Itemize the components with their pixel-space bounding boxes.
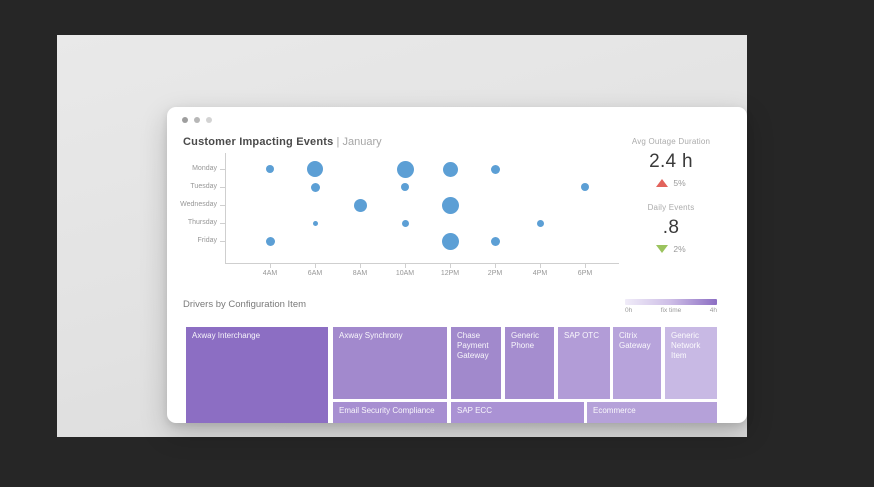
treemap-cell-label: Chase Payment Gateway [457, 331, 489, 360]
x-axis-label: 4AM [262, 270, 278, 277]
bubble[interactable] [490, 236, 500, 246]
bubble[interactable] [353, 198, 367, 212]
treemap: Axway Interchange Axway Synchrony Chase Pa… [167, 107, 747, 423]
title-subtitle: January [342, 136, 382, 148]
y-axis-label: Friday [197, 237, 217, 244]
treemap-cell[interactable]: Axway Interchange [186, 327, 328, 423]
x-axis-label: 6PM [577, 270, 593, 277]
treemap-cell-label: Generic Network Item [671, 331, 701, 360]
bubble[interactable] [442, 161, 458, 177]
title-main: Customer Impacting Events [183, 136, 334, 148]
bubble[interactable] [307, 161, 323, 177]
kpi-value: 2.4 h [649, 151, 693, 172]
treemap-cell-label: Ecommerce [593, 406, 636, 415]
legend-mid-label: fix time [660, 307, 682, 314]
fix-time-legend: 0h fix time 4h [625, 299, 717, 314]
y-axis-tick [220, 169, 225, 170]
x-axis-tick [270, 264, 271, 268]
bubble[interactable] [581, 183, 589, 191]
y-axis-tick [220, 187, 225, 188]
x-axis-label: 8AM [352, 270, 368, 277]
up-triangle-icon [656, 179, 669, 187]
bubble[interactable] [401, 219, 409, 227]
y-axis-line [225, 153, 226, 263]
x-axis-tick [540, 264, 541, 268]
treemap-cell-label: SAP OTC [564, 331, 599, 340]
x-axis-label: 6AM [307, 270, 323, 277]
treemap-cell-label: Email Security Compliance [339, 406, 435, 415]
treemap-cell-label: Axway Synchrony [339, 331, 403, 340]
treemap-section-title: Drivers by Configuration Item [183, 299, 307, 310]
bubble[interactable] [266, 165, 274, 173]
bubble[interactable] [310, 182, 320, 192]
x-axis-label: 10AM [395, 270, 415, 277]
bubble[interactable] [396, 160, 414, 178]
x-axis-tick [495, 264, 496, 268]
x-axis-label: 4PM [532, 270, 548, 277]
kpi-delta-value: 5% [673, 178, 686, 188]
treemap-cell[interactable]: Axway Synchrony [333, 327, 447, 399]
bubble[interactable] [265, 236, 275, 246]
bubble-chart: Monday Tuesday Wednesday Thursday Friday 4AM 6… [167, 107, 627, 287]
bubble[interactable] [490, 164, 500, 174]
kpi-daily-events: Daily Events .8 2% [607, 203, 735, 254]
x-axis-line [225, 263, 619, 264]
legend-labels: 0h fix time 4h [625, 307, 717, 314]
treemap-cell-label: Generic Phone [511, 331, 540, 350]
treemap-cell-label: SAP ECC [457, 406, 492, 415]
treemap-cell[interactable]: Generic Phone [505, 327, 554, 399]
y-axis-tick [220, 223, 225, 224]
treemap-cell-label: Axway Interchange [192, 331, 261, 340]
treemap-cell[interactable]: Citrix Gateway [613, 327, 661, 399]
window-dot-1-icon [182, 117, 188, 123]
bubble[interactable] [441, 232, 459, 250]
treemap-cell[interactable]: Ecommerce [587, 402, 717, 423]
legend-max-label: 4h [709, 307, 717, 314]
x-axis-label: 12PM [440, 270, 460, 277]
down-triangle-icon [656, 245, 669, 253]
y-axis-label: Monday [192, 165, 217, 172]
y-axis-label: Wednesday [180, 201, 217, 208]
y-axis-tick [220, 241, 225, 242]
treemap-cell[interactable]: Email Security Compliance [333, 402, 447, 423]
bubble[interactable] [536, 219, 544, 227]
y-axis-label: Thursday [187, 219, 217, 226]
title-separator: | [336, 136, 340, 148]
kpi-label: Daily Events [647, 203, 695, 212]
treemap-cell[interactable]: SAP ECC [451, 402, 584, 423]
x-axis-tick [405, 264, 406, 268]
treemap-cell[interactable]: Chase Payment Gateway [451, 327, 501, 399]
bubble[interactable] [441, 196, 459, 214]
kpi-delta-value: 2% [673, 244, 686, 254]
y-axis-tick [220, 205, 225, 206]
kpi-delta: 2% [607, 244, 735, 254]
x-axis-label: 2PM [487, 270, 503, 277]
treemap-cell[interactable]: Generic Network Item [665, 327, 717, 399]
x-axis-tick [585, 264, 586, 268]
kpi-value: .8 [662, 217, 680, 238]
page-title: Customer Impacting Events | January [183, 136, 382, 148]
treemap-cell[interactable]: SAP OTC [558, 327, 610, 399]
kpi-panel: Avg Outage Duration 2.4 h 5% Daily Event… [607, 137, 735, 254]
bubble[interactable] [401, 183, 409, 191]
x-axis-tick [450, 264, 451, 268]
y-axis-label: Tuesday [190, 183, 217, 190]
bubble[interactable] [312, 220, 318, 226]
x-axis-tick [360, 264, 361, 268]
legend-min-label: 0h [625, 307, 633, 314]
x-axis-tick [315, 264, 316, 268]
window-dot-3-icon [206, 117, 212, 123]
window-dot-2-icon [194, 117, 200, 123]
presentation-canvas: Customer Impacting Events | January Mond… [57, 35, 747, 437]
kpi-delta: 5% [607, 178, 735, 188]
treemap-cell-label: Citrix Gateway [619, 331, 651, 350]
dashboard-card: Customer Impacting Events | January Mond… [167, 107, 747, 423]
window-dots [182, 117, 212, 123]
legend-gradient-bar [625, 299, 717, 305]
kpi-avg-outage-duration: Avg Outage Duration 2.4 h 5% [607, 137, 735, 188]
kpi-label: Avg Outage Duration [631, 137, 711, 146]
